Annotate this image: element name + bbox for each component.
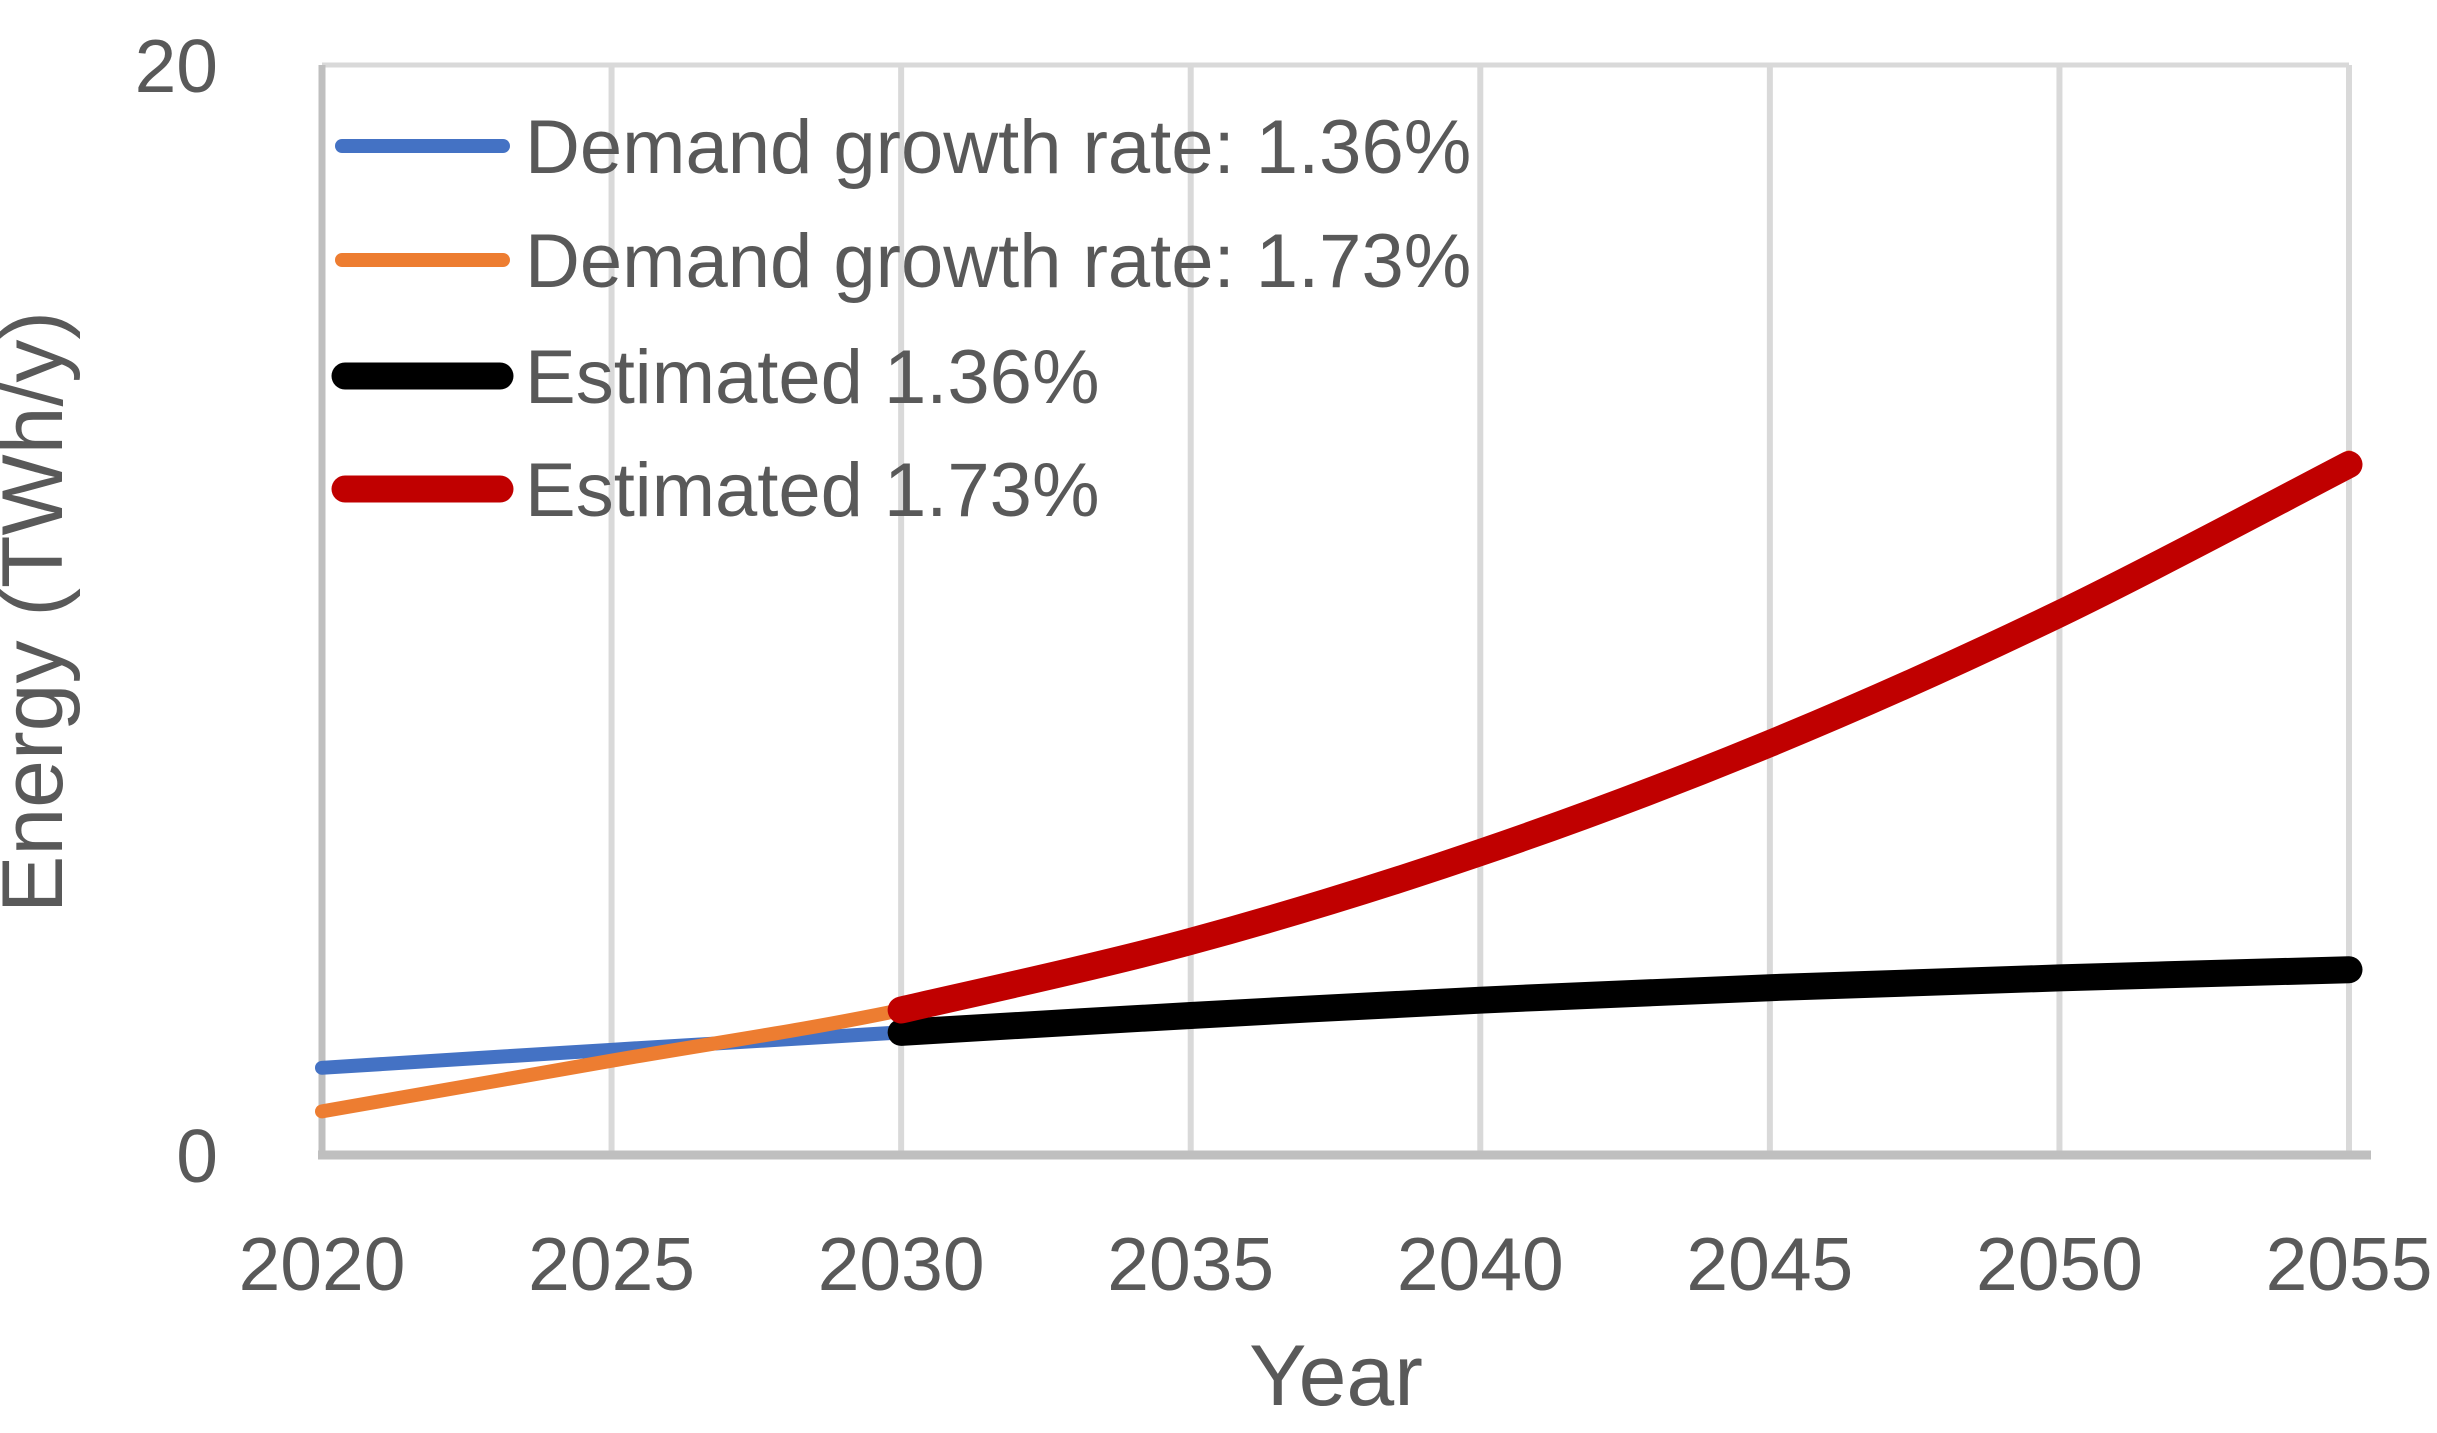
- x-tick-label-2040: 2040: [1397, 1222, 1564, 1306]
- axis-layer: [318, 65, 2371, 1160]
- legend-label-demand-1.73: Demand growth rate: 1.73%: [525, 219, 1471, 304]
- legend-entry-demand-1.73: Demand growth rate: 1.73%: [335, 219, 1471, 304]
- series-line-0-Demand growth rate: 1.36%: [315, 1025, 909, 1075]
- x-tick-labels-layer: 2020 2025 2030 2035 2040 2045 2050 2055: [239, 1222, 2433, 1306]
- series-line-3-Estimated 1.73%: [887, 451, 2363, 1024]
- x-tick-label-2045: 2045: [1686, 1222, 1853, 1306]
- x-tick-label-2020: 2020: [239, 1222, 406, 1306]
- legend-label-estimated-1.36: Estimated 1.36%: [525, 335, 1100, 420]
- x-axis-title: Year: [1249, 1328, 1423, 1424]
- series-line-2-Estimated 1.36%: [887, 956, 2363, 1046]
- legend-entry-estimated-1.36: Estimated 1.36%: [331, 335, 1100, 420]
- x-tick-label-2025: 2025: [528, 1222, 695, 1306]
- y-axis-title: Energy (TWh/y): [0, 311, 81, 913]
- x-tick-label-2050: 2050: [1976, 1222, 2143, 1306]
- x-tick-label-2030: 2030: [818, 1222, 985, 1306]
- legend-label-estimated-1.73: Estimated 1.73%: [525, 448, 1100, 533]
- x-tick-label-2055: 2055: [2266, 1222, 2433, 1306]
- y-tick-label-max: 20: [135, 24, 218, 108]
- series-layer: [315, 450, 2363, 1119]
- y-tick-label-min: 0: [176, 1114, 218, 1198]
- legend-entry-demand-1.36: Demand growth rate: 1.36%: [335, 105, 1471, 190]
- legend: Demand growth rate: 1.36% Demand growth …: [331, 105, 1471, 533]
- gridlines-layer: [319, 62, 2352, 1155]
- legend-entry-estimated-1.73: Estimated 1.73%: [331, 448, 1100, 533]
- legend-label-demand-1.36: Demand growth rate: 1.36%: [525, 105, 1471, 190]
- x-tick-label-2035: 2035: [1107, 1222, 1274, 1306]
